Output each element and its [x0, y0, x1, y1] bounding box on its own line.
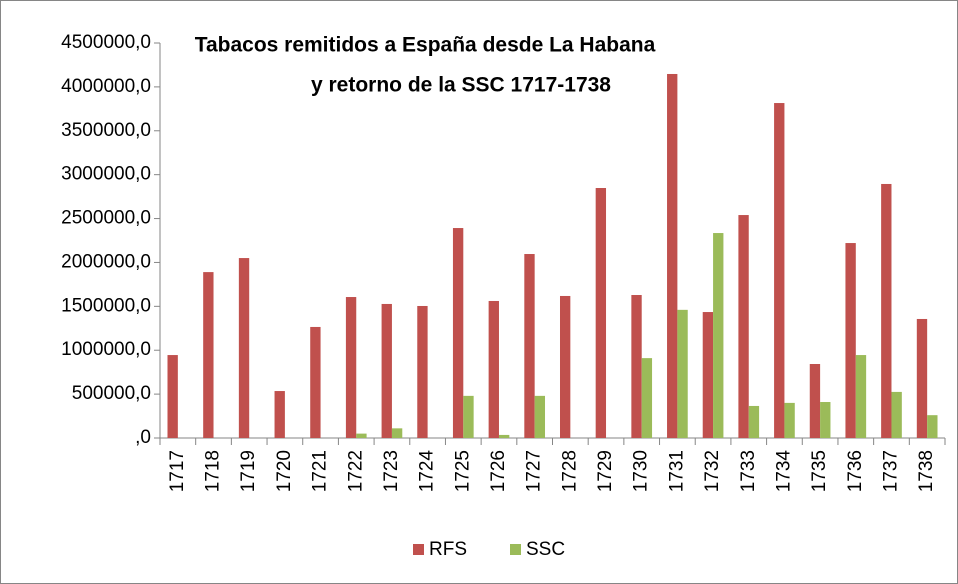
bar [855, 355, 867, 438]
bar [463, 395, 474, 438]
bar [534, 395, 546, 438]
bar [345, 297, 357, 438]
x-tick-label: 1720 [274, 450, 295, 492]
x-tick-label: 1737 [880, 450, 901, 492]
y-tick-label: 2000000,0 [61, 251, 151, 272]
x-tick-label: 1738 [916, 450, 937, 492]
bar [452, 228, 464, 438]
y-tick-label: 1000000,0 [61, 339, 151, 360]
x-tick-label: 1732 [702, 450, 723, 492]
x-tick-label: 1734 [773, 450, 794, 493]
y-tick-label: 2500000,0 [61, 208, 151, 229]
bar [524, 254, 535, 438]
x-tick-label: 1723 [381, 450, 402, 492]
x-tick-label: 1736 [845, 450, 866, 492]
legend-swatch [510, 544, 521, 555]
bar [167, 355, 178, 438]
bar [713, 233, 724, 438]
bar [738, 215, 749, 438]
chart-title: Tabacos remitidos a España desde La Haba… [195, 34, 656, 57]
bar [238, 258, 250, 438]
bar [417, 305, 428, 438]
y-tick-label: 4500000,0 [61, 32, 151, 53]
x-tick-label: 1729 [595, 450, 616, 492]
x-tick-label: 1717 [167, 450, 188, 492]
x-tick-label: 1722 [345, 450, 366, 492]
x-tick-label: 1731 [666, 450, 687, 492]
bar [774, 103, 785, 438]
bar [631, 295, 642, 438]
y-tick-label: 1500000,0 [61, 295, 151, 316]
bar [641, 358, 653, 438]
bar [498, 434, 510, 438]
bar [916, 318, 928, 438]
bar [559, 295, 571, 438]
x-tick-label: 1719 [238, 450, 259, 492]
bar [677, 309, 688, 438]
y-tick-label: 3000000,0 [61, 164, 151, 185]
x-tick-label: 1735 [809, 450, 830, 492]
legend-swatch [413, 544, 424, 555]
bar [891, 391, 902, 438]
bar [809, 364, 821, 438]
x-tick-label: 1724 [417, 450, 438, 493]
x-tick-label: 1721 [310, 450, 331, 492]
bar [667, 73, 678, 438]
bar [784, 402, 795, 438]
x-tick-label: 1733 [738, 450, 759, 492]
x-tick-label: 1730 [631, 450, 652, 492]
x-tick-label: 1725 [452, 450, 473, 492]
y-tick-label: 3500000,0 [61, 120, 151, 141]
bar [702, 312, 714, 438]
bar [488, 300, 499, 438]
bar [203, 272, 214, 438]
x-tick-label: 1727 [524, 450, 545, 492]
y-tick-label: 4000000,0 [61, 76, 151, 97]
legend-label: SSC [526, 539, 565, 560]
legend-label: RFS [429, 539, 467, 560]
bar [274, 391, 285, 438]
bar [881, 183, 892, 438]
chart-title: y retorno de la SSC 1717-1738 [311, 74, 611, 97]
bar [391, 428, 403, 438]
bar [927, 415, 938, 438]
y-tick-label: ,0 [135, 427, 151, 448]
x-tick-label: 1726 [488, 450, 509, 492]
y-tick-label: 500000,0 [72, 383, 151, 404]
bar [845, 243, 856, 438]
x-tick-label: 1728 [559, 450, 580, 492]
bar [381, 303, 392, 438]
bar [356, 433, 367, 438]
bar [820, 402, 831, 438]
bar [595, 188, 607, 438]
bar [748, 405, 760, 438]
bar [310, 326, 321, 438]
x-tick-label: 1718 [203, 450, 224, 492]
